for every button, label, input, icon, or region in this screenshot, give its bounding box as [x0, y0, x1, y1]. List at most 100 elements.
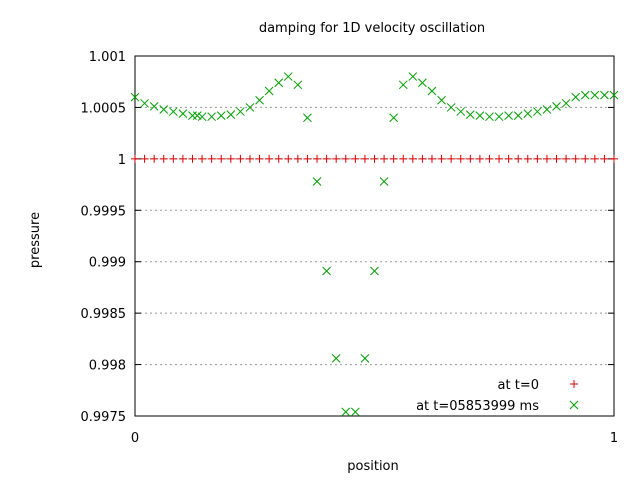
data-point-t1: [446, 103, 456, 112]
data-point-t0: [313, 154, 322, 163]
y-axis-label: pressure: [28, 212, 43, 268]
data-point-t1: [465, 110, 475, 119]
data-point-t0: [447, 154, 456, 163]
data-point-t1: [609, 90, 619, 100]
data-point-t0: [169, 154, 178, 163]
data-point-t0: [533, 154, 542, 163]
data-point-t1: [542, 105, 552, 114]
data-point-t0: [466, 154, 475, 163]
data-point-t0: [427, 154, 436, 163]
data-point-t0: [380, 154, 389, 163]
data-point-t1: [494, 112, 504, 122]
data-point-t0: [495, 154, 504, 163]
data-point-t0: [236, 154, 245, 163]
data-point-t0: [159, 154, 168, 163]
y-tick-label: 1: [118, 153, 126, 168]
data-point-t0: [581, 154, 590, 163]
data-points: [130, 72, 619, 417]
data-point-t0: [265, 154, 274, 163]
data-point-t1: [552, 102, 561, 111]
data-point-t0: [360, 154, 369, 163]
data-point-t0: [475, 154, 484, 163]
data-point-t0: [351, 154, 360, 163]
data-point-t1: [341, 407, 351, 417]
data-point-t0: [303, 154, 312, 163]
data-point-t0: [217, 154, 226, 163]
data-point-t1: [408, 72, 418, 81]
data-point-t1: [418, 78, 427, 88]
data-point-t0: [207, 154, 216, 163]
data-point-t1: [456, 107, 466, 116]
data-point-t0: [370, 154, 379, 163]
data-point-t0: [140, 154, 149, 163]
data-point-t1: [523, 109, 533, 118]
data-point-t1: [475, 111, 485, 121]
data-point-t1: [197, 112, 207, 122]
data-point-t0: [542, 154, 551, 163]
data-point-t1: [140, 98, 149, 108]
data-point-t0: [332, 154, 341, 163]
data-point-t0: [562, 154, 571, 163]
data-point-t0: [188, 154, 197, 163]
data-point-t1: [600, 90, 609, 100]
y-tick-label: 0.9995: [81, 204, 127, 219]
data-point-t0: [245, 154, 254, 163]
legend-label-t0: at t=0: [498, 378, 539, 393]
data-point-t1: [437, 95, 446, 105]
data-point-t1: [283, 72, 293, 81]
y-tick-label: 1.001: [89, 50, 126, 65]
axis-ticks: 0.9975 0.998 0.9985 0.999 0.9995 1 1.0005 1.001…: [81, 50, 619, 446]
data-point-t1: [149, 102, 159, 111]
x-axis-label: position: [347, 459, 399, 474]
x-tick-label: 0: [131, 431, 139, 446]
legend-marker-cross: [569, 400, 579, 410]
data-point-t1: [504, 111, 513, 121]
data-point-t0: [456, 154, 465, 163]
data-point-t1: [245, 103, 255, 112]
data-point-t1: [331, 354, 341, 363]
legend-label-t1: at t=05853999 ms: [416, 399, 539, 414]
data-point-t1: [571, 92, 581, 102]
y-tick-label: 1.0005: [81, 101, 127, 116]
data-point-t1: [322, 266, 331, 276]
data-point-t1: [312, 177, 322, 186]
data-point-t1: [533, 107, 542, 116]
data-point-t0: [389, 154, 398, 163]
data-point-t0: [408, 154, 417, 163]
data-point-t0: [571, 154, 580, 163]
data-point-t1: [389, 113, 399, 123]
data-point-t1: [427, 86, 437, 96]
data-point-t1: [398, 80, 408, 90]
y-tick-label: 0.999: [89, 256, 126, 271]
data-point-t0: [590, 154, 599, 163]
data-point-t0: [226, 154, 235, 163]
plot-frame: [134, 55, 615, 417]
data-point-t1: [168, 107, 178, 116]
data-point-t0: [514, 154, 523, 163]
y-tick-label: 0.9975: [81, 410, 127, 425]
data-point-t1: [130, 92, 140, 102]
data-point-t1: [274, 78, 284, 88]
legend-marker-t1: [569, 400, 579, 410]
data-point-t1: [370, 266, 379, 276]
data-point-t0: [552, 154, 561, 163]
data-point-t0: [131, 154, 139, 163]
data-point-t1: [303, 113, 312, 123]
data-point-t1: [379, 177, 389, 186]
data-point-t1: [293, 80, 303, 90]
legend: at t=0 at t=05853999 ms: [416, 378, 579, 414]
data-point-t0: [485, 154, 494, 163]
data-point-t1: [226, 110, 236, 119]
data-point-t0: [150, 154, 159, 163]
y-tick-label: 0.998: [89, 359, 126, 374]
data-point-t0: [255, 154, 264, 163]
data-point-t1: [264, 86, 274, 96]
data-point-t1: [350, 407, 360, 417]
legend-marker-t0: [570, 380, 578, 388]
data-point-t1: [255, 95, 264, 105]
data-point-t0: [198, 154, 207, 163]
x-tick-label: 1: [610, 431, 618, 446]
data-point-t0: [178, 154, 187, 163]
